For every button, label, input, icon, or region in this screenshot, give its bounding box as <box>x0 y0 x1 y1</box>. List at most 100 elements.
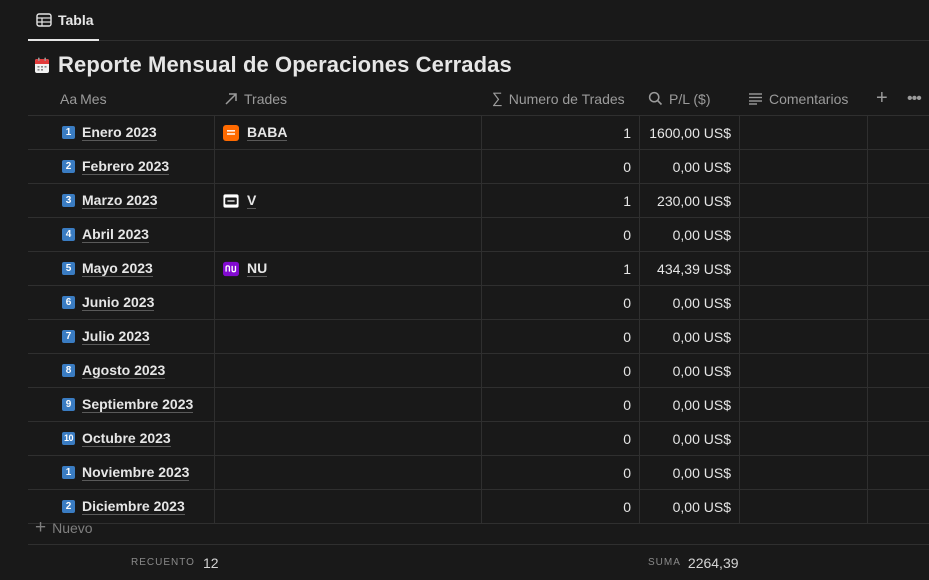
page-title-row: Reporte Mensual de Operaciones Cerradas <box>34 52 512 78</box>
text-property-icon: Aa <box>60 90 78 107</box>
cell-trades[interactable]: BABA <box>223 116 288 149</box>
cell-count: 0 <box>623 158 631 175</box>
month-link[interactable]: Septiembre 2023 <box>82 396 194 413</box>
cell-mes[interactable]: 10 Octubre 2023 <box>62 422 171 455</box>
cell-mes[interactable]: 5 Mayo 2023 <box>62 252 153 285</box>
cell-comments[interactable] <box>739 320 867 353</box>
page-title[interactable]: Reporte Mensual de Operaciones Cerradas <box>58 52 512 77</box>
month-link[interactable]: Agosto 2023 <box>82 362 166 379</box>
sigma-icon: ∑ <box>492 90 503 107</box>
cell-comments[interactable] <box>739 184 867 217</box>
month-link[interactable]: Octubre 2023 <box>82 430 171 447</box>
cell-mes[interactable]: 1 Noviembre 2023 <box>62 456 190 489</box>
cell-mes[interactable]: 3 Marzo 2023 <box>62 184 158 217</box>
cell-comments[interactable] <box>739 116 867 149</box>
cell-pl: 0,00 US$ <box>672 226 731 243</box>
cell-mes[interactable]: 2 Diciembre 2023 <box>62 490 185 523</box>
cell-mes[interactable]: 6 Junio 2023 <box>62 286 155 319</box>
month-link[interactable]: Diciembre 2023 <box>82 498 185 515</box>
number-badge-icon: 9 <box>62 398 75 411</box>
table-row[interactable]: 2 Febrero 2023 0 0,00 US$ <box>28 150 929 184</box>
table-row[interactable]: 3 Marzo 2023 V 1 230,00 US$ <box>28 184 929 218</box>
cell-mes[interactable]: 7 Julio 2023 <box>62 320 150 353</box>
table-body: 1 Enero 2023 BABA 1 1600,00 US$ 2 Febrer… <box>28 116 929 524</box>
number-badge-icon: 10 <box>62 432 75 445</box>
new-row-label: Nuevo <box>52 520 93 536</box>
sum-value: 2264,39 <box>687 554 739 571</box>
count-calculation[interactable]: RECUENTO 12 <box>131 545 219 580</box>
more-options-button[interactable]: ••• <box>907 82 922 115</box>
column-header-pl[interactable]: P/L ($) <box>648 82 711 115</box>
column-header-mes[interactable]: Aa Mes <box>60 82 107 115</box>
cell-pl: 0,00 US$ <box>672 396 731 413</box>
month-link[interactable]: Febrero 2023 <box>82 158 170 175</box>
tab-tabla[interactable]: Tabla <box>28 0 99 41</box>
month-link[interactable]: Abril 2023 <box>82 226 149 243</box>
column-header-label: Comentarios <box>769 90 849 107</box>
cell-mes[interactable]: 8 Agosto 2023 <box>62 354 166 387</box>
number-badge-icon: 7 <box>62 330 75 343</box>
add-column-button[interactable]: + <box>876 82 888 115</box>
cell-mes[interactable]: 9 Septiembre 2023 <box>62 388 194 421</box>
cell-comments[interactable] <box>739 286 867 319</box>
cell-count: 0 <box>623 396 631 413</box>
month-link[interactable]: Marzo 2023 <box>82 192 158 209</box>
cell-trades[interactable]: NU <box>223 252 268 285</box>
number-badge-icon: 2 <box>62 160 75 173</box>
column-header-trades[interactable]: Trades <box>224 82 287 115</box>
table-row[interactable]: 7 Julio 2023 0 0,00 US$ <box>28 320 929 354</box>
cell-comments[interactable] <box>739 388 867 421</box>
table-row[interactable]: 9 Septiembre 2023 0 0,00 US$ <box>28 388 929 422</box>
table-row[interactable]: 5 Mayo 2023 NU 1 434,39 US$ <box>28 252 929 286</box>
search-icon <box>648 91 663 106</box>
plus-icon: + <box>876 87 888 109</box>
number-badge-icon: 1 <box>62 126 75 139</box>
table-row[interactable]: 1 Enero 2023 BABA 1 1600,00 US$ <box>28 116 929 150</box>
cell-trades[interactable]: V <box>223 184 257 217</box>
cell-pl: 0,00 US$ <box>672 464 731 481</box>
number-badge-icon: 4 <box>62 228 75 241</box>
month-link[interactable]: Junio 2023 <box>82 294 155 311</box>
column-header-label: Trades <box>244 90 288 107</box>
cell-comments[interactable] <box>739 456 867 489</box>
sum-calculation[interactable]: SUMA 2264,39 <box>648 545 739 580</box>
cell-mes[interactable]: 2 Febrero 2023 <box>62 150 170 183</box>
cell-count: 0 <box>623 464 631 481</box>
table-row[interactable]: 8 Agosto 2023 0 0,00 US$ <box>28 354 929 388</box>
cell-pl: 0,00 US$ <box>672 294 731 311</box>
month-link[interactable]: Noviembre 2023 <box>82 464 190 481</box>
view-tab-bar: Tabla <box>28 0 929 41</box>
nu-logo-icon <box>223 261 239 277</box>
tab-label: Tabla <box>58 12 94 28</box>
cell-comments[interactable] <box>739 354 867 387</box>
column-header-count[interactable]: ∑ Numero de Trades <box>492 82 625 115</box>
table-row[interactable]: 4 Abril 2023 0 0,00 US$ <box>28 218 929 252</box>
cell-count: 1 <box>623 124 631 141</box>
trade-link[interactable]: V <box>247 192 257 209</box>
trade-link[interactable]: BABA <box>247 124 288 141</box>
cell-comments[interactable] <box>739 218 867 251</box>
cell-comments[interactable] <box>739 252 867 285</box>
cell-mes[interactable]: 1 Enero 2023 <box>62 116 157 149</box>
visa-logo-icon <box>223 193 239 209</box>
number-badge-icon: 2 <box>62 500 75 513</box>
calendar-icon <box>35 57 49 73</box>
table-row[interactable]: 10 Octubre 2023 0 0,00 US$ <box>28 422 929 456</box>
cell-mes[interactable]: 4 Abril 2023 <box>62 218 149 251</box>
column-header-comments[interactable]: Comentarios <box>748 82 848 115</box>
table-row[interactable]: 1 Noviembre 2023 0 0,00 US$ <box>28 456 929 490</box>
month-link[interactable]: Julio 2023 <box>82 328 150 345</box>
cell-comments[interactable] <box>739 422 867 455</box>
baba-logo-icon <box>223 124 239 141</box>
add-row-button[interactable]: + Nuevo <box>28 512 929 545</box>
table-row[interactable]: 2 Diciembre 2023 0 0,00 US$ <box>28 490 929 524</box>
cell-pl: 0,00 US$ <box>672 158 731 175</box>
trade-link[interactable]: NU <box>247 260 268 277</box>
count-value: 12 <box>202 554 219 571</box>
month-link[interactable]: Enero 2023 <box>82 124 157 141</box>
month-link[interactable]: Mayo 2023 <box>82 260 153 277</box>
sum-label: SUMA <box>648 557 681 568</box>
cell-comments[interactable] <box>739 150 867 183</box>
cell-pl: 230,00 US$ <box>657 192 731 209</box>
table-row[interactable]: 6 Junio 2023 0 0,00 US$ <box>28 286 929 320</box>
